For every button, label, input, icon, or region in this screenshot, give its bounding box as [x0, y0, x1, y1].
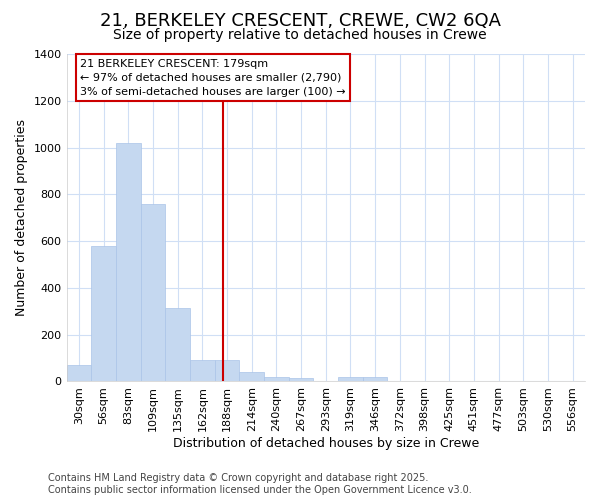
Bar [289, 378, 313, 382]
Bar [116, 143, 140, 382]
Bar [190, 360, 215, 382]
Text: 21 BERKELEY CRESCENT: 179sqm
← 97% of detached houses are smaller (2,790)
3% of : 21 BERKELEY CRESCENT: 179sqm ← 97% of de… [80, 58, 346, 96]
Text: Size of property relative to detached houses in Crewe: Size of property relative to detached ho… [113, 28, 487, 42]
Bar [91, 246, 116, 382]
Bar [239, 372, 264, 382]
Bar [338, 377, 363, 382]
Bar [165, 308, 190, 382]
Bar [140, 204, 165, 382]
Bar [264, 377, 289, 382]
Bar [363, 377, 388, 382]
Text: 21, BERKELEY CRESCENT, CREWE, CW2 6QA: 21, BERKELEY CRESCENT, CREWE, CW2 6QA [100, 12, 500, 30]
X-axis label: Distribution of detached houses by size in Crewe: Distribution of detached houses by size … [173, 437, 479, 450]
Text: Contains HM Land Registry data © Crown copyright and database right 2025.
Contai: Contains HM Land Registry data © Crown c… [48, 474, 472, 495]
Bar [67, 365, 91, 382]
Y-axis label: Number of detached properties: Number of detached properties [15, 119, 28, 316]
Bar [215, 360, 239, 382]
